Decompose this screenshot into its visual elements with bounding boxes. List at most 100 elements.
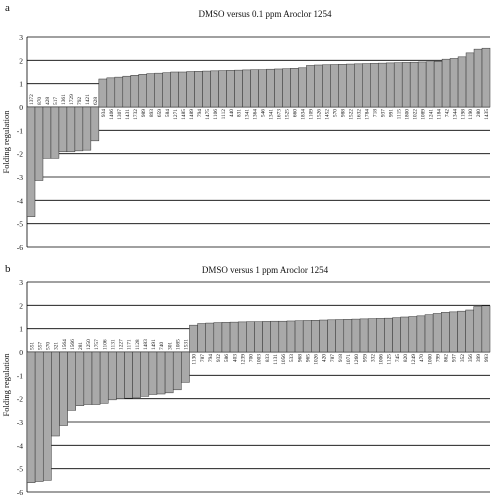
x-tick-label: 1131 <box>110 339 116 350</box>
x-tick-label: 1673 <box>277 109 283 120</box>
bar <box>384 317 393 353</box>
x-tick-label: 628 <box>93 97 99 105</box>
bar <box>130 75 140 108</box>
x-tick-label: 792 <box>77 97 83 105</box>
bar <box>449 58 459 108</box>
x-tick-label: 1491 <box>151 339 157 350</box>
x-tick-label: 1729 <box>69 94 75 105</box>
bar <box>385 62 395 108</box>
panel-b-ylabel: Folding regulation <box>1 353 11 417</box>
bar <box>393 62 403 108</box>
bar <box>286 320 296 353</box>
bar <box>50 106 60 159</box>
x-tick-label: 745 <box>395 354 401 362</box>
x-tick-label: 440 <box>229 109 235 117</box>
x-tick-label: 1732 <box>133 109 139 120</box>
y-tick-label: -2 <box>17 150 23 159</box>
bar <box>465 309 475 353</box>
x-tick-label: 787 <box>200 354 206 362</box>
bar <box>457 310 466 353</box>
bar <box>189 324 198 353</box>
y-tick-label: 0 <box>19 348 23 357</box>
x-tick-label: 1834 <box>301 109 307 120</box>
x-tick-label: 1198 <box>460 109 466 120</box>
bar <box>98 78 108 108</box>
bar <box>234 69 243 108</box>
bar <box>178 71 187 108</box>
x-tick-label: 833 <box>265 354 271 362</box>
y-tick-label: -2 <box>17 395 23 404</box>
x-tick-label: 1089 <box>420 109 426 120</box>
x-tick-label: 546 <box>261 109 267 117</box>
bar <box>433 61 443 108</box>
x-tick-label: 1531 <box>184 339 190 350</box>
x-tick-label: 1000 <box>427 354 433 365</box>
y-tick-label: -1 <box>17 371 23 380</box>
bar <box>392 317 401 353</box>
x-tick-label: 1632 <box>356 109 362 120</box>
y-tick-label: 3 <box>19 278 23 287</box>
y-tick-label: -6 <box>17 243 23 252</box>
bar <box>132 351 141 398</box>
bar <box>327 319 336 353</box>
bar <box>330 64 339 108</box>
bar <box>67 351 76 411</box>
bar <box>242 69 251 108</box>
x-tick-label: 1249 <box>411 354 417 365</box>
x-tick-label: 1190 <box>468 109 474 120</box>
x-tick-label: 1071 <box>346 354 352 365</box>
x-tick-label: 862 <box>444 354 450 362</box>
y-tick-label: -6 <box>17 488 23 497</box>
panel-a-ylabel: Folding regulation <box>1 110 11 174</box>
x-tick-label: 1489 <box>189 109 195 120</box>
x-tick-label: 1130 <box>192 354 198 365</box>
bar <box>106 77 116 108</box>
bar <box>122 75 132 108</box>
bar <box>154 72 163 108</box>
x-tick-label: 1106 <box>102 339 108 350</box>
bar <box>138 74 147 108</box>
bar <box>58 106 68 153</box>
panel-a-letter: a <box>5 2 10 14</box>
bar <box>424 314 434 353</box>
bar <box>34 351 44 482</box>
x-tick-label: 918 <box>338 354 344 362</box>
x-tick-label: 1112 <box>221 109 227 120</box>
bar <box>164 351 174 394</box>
x-tick-label: 280 <box>476 109 482 117</box>
x-tick-label: 1364 <box>253 109 259 120</box>
x-tick-label: 281 <box>78 342 84 350</box>
bar <box>218 70 227 108</box>
bar <box>266 68 275 108</box>
bar <box>351 318 361 353</box>
x-tick-label: 403 <box>232 354 238 362</box>
x-tick-label: 428 <box>45 97 51 105</box>
x-tick-label: 718 <box>372 109 378 117</box>
x-tick-label: 1485 <box>181 109 187 120</box>
bar <box>311 320 320 353</box>
y-tick-label: -4 <box>17 196 23 205</box>
x-tick-label: 1421 <box>85 94 91 105</box>
bar <box>457 56 467 108</box>
x-tick-label: 959 <box>362 354 368 362</box>
x-tick-label: 1184 <box>436 109 442 120</box>
x-tick-label: 1115 <box>396 109 402 120</box>
bar <box>262 321 271 353</box>
bar <box>156 351 166 395</box>
x-tick-label: 937 <box>380 109 386 117</box>
x-tick-label: 1241 <box>428 109 434 120</box>
x-tick-label: 1260 <box>354 354 360 365</box>
bar <box>51 351 60 437</box>
bar <box>59 351 68 426</box>
bar <box>367 318 377 353</box>
x-tick-label: 799 <box>435 354 441 362</box>
bar <box>449 311 458 353</box>
x-tick-label: 1757 <box>94 339 100 350</box>
bar <box>66 106 76 153</box>
x-tick-label: 1526 <box>317 109 323 120</box>
y-tick-label: -3 <box>17 418 23 427</box>
bar <box>354 63 363 108</box>
y-tick-label: -1 <box>17 126 23 135</box>
x-tick-label: 787 <box>330 354 336 362</box>
